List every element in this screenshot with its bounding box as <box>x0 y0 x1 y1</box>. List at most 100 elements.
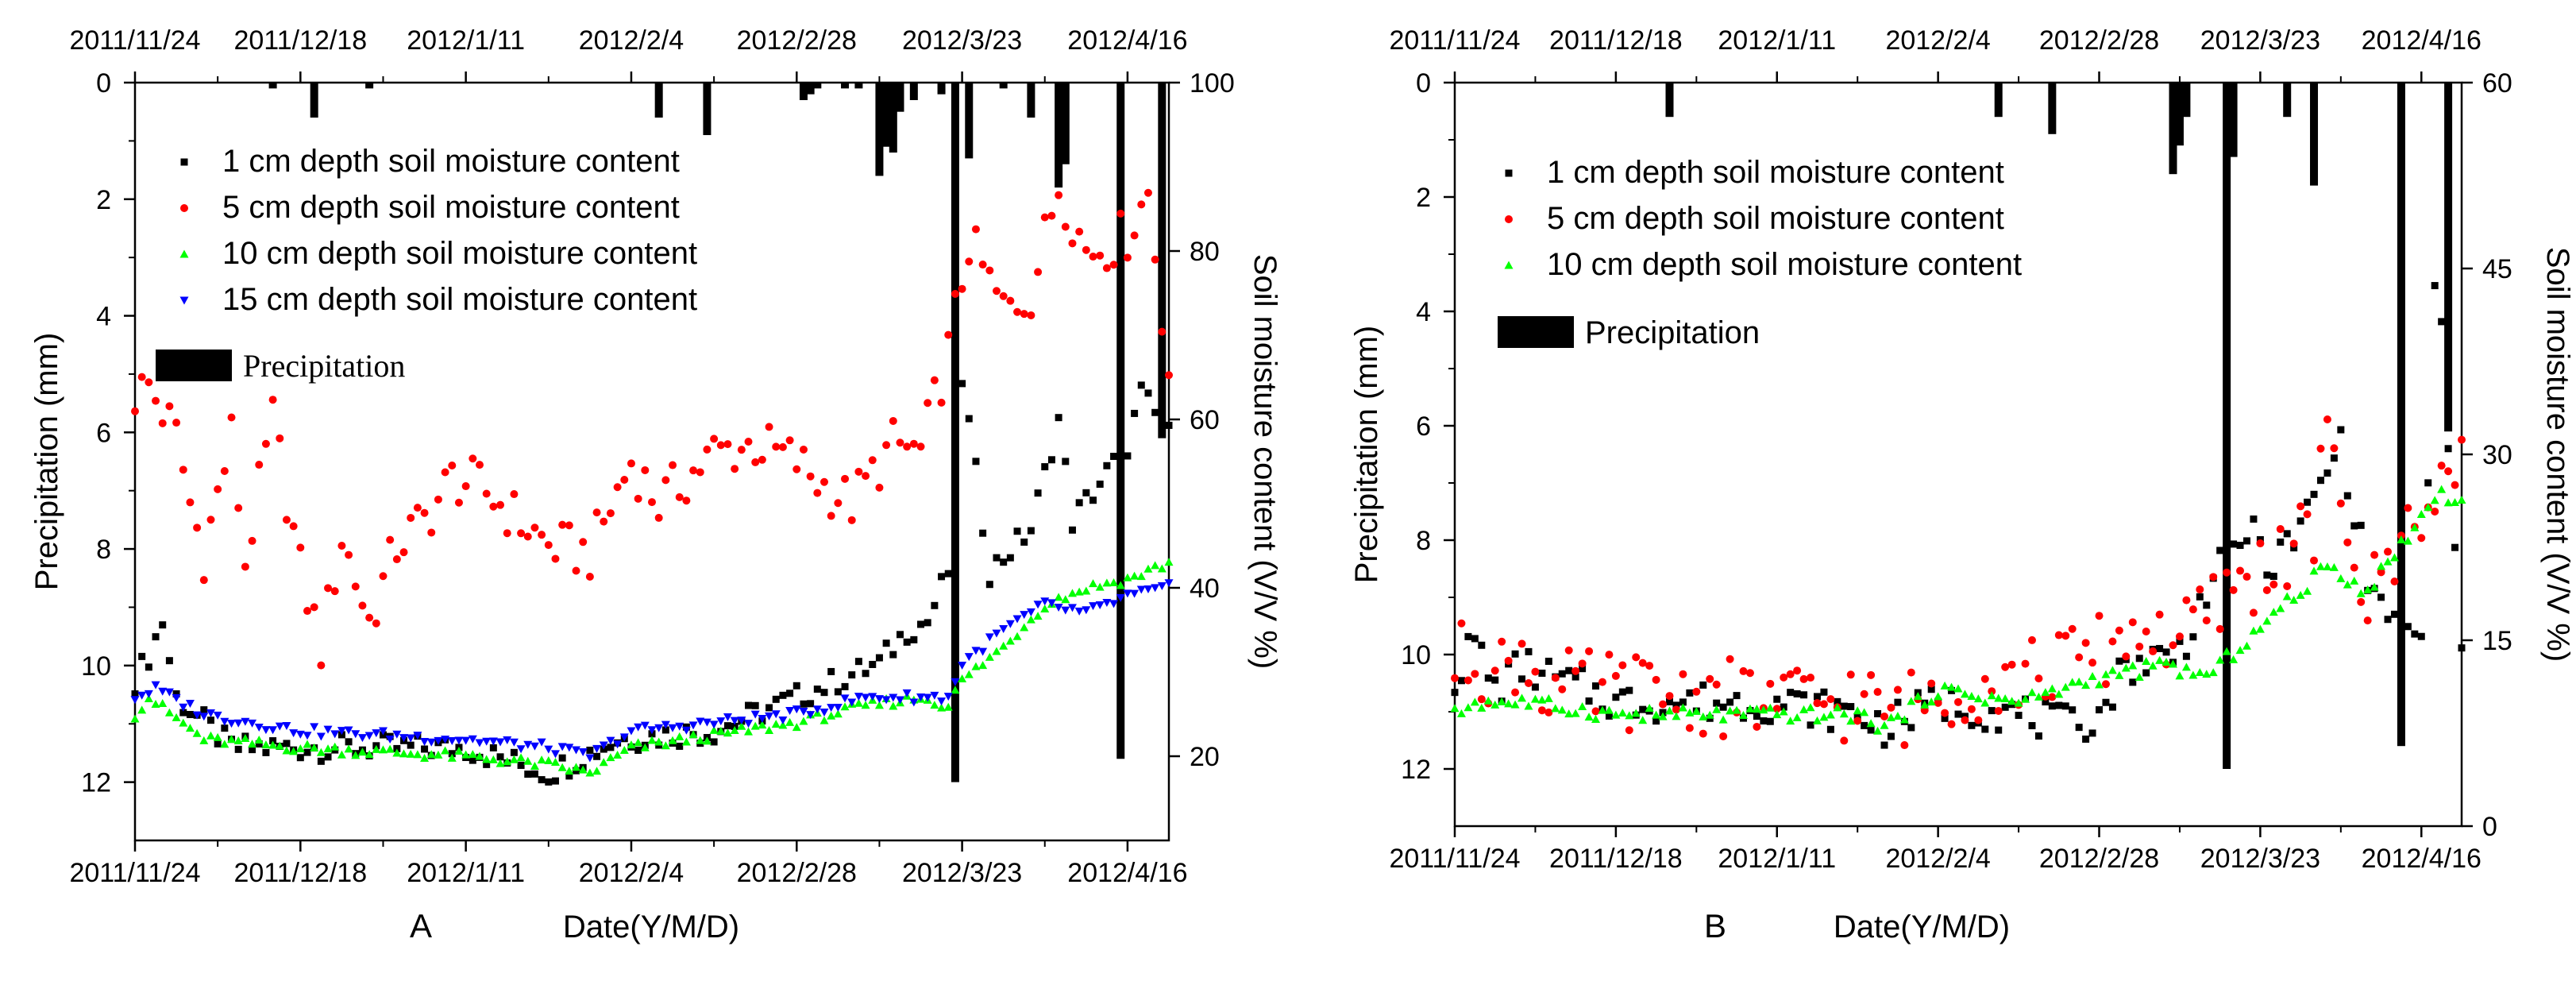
data-point <box>993 287 1001 296</box>
data-point <box>1020 310 1028 319</box>
data-point <box>295 730 305 739</box>
data-point <box>943 702 953 711</box>
data-point <box>530 762 539 771</box>
precip-bar <box>2444 83 2453 432</box>
data-point <box>978 647 988 656</box>
data-point <box>827 704 836 713</box>
data-point <box>971 662 981 670</box>
data-point <box>1840 702 1848 710</box>
data-point <box>1745 704 1755 713</box>
data-point <box>469 756 476 764</box>
data-point <box>613 751 623 759</box>
data-point <box>152 396 160 405</box>
data-point <box>144 694 153 703</box>
panel-a-x-axis-title: Date(Y/M/D) <box>563 910 739 944</box>
data-point <box>840 702 850 711</box>
data-point <box>1013 307 1022 316</box>
data-point <box>192 728 202 737</box>
data-point <box>1531 683 1539 691</box>
legend-label: 10 cm depth soil moisture content <box>222 236 697 271</box>
data-point <box>930 376 939 384</box>
data-point <box>1578 702 1587 711</box>
data-point <box>2276 604 2285 612</box>
data-point <box>833 709 843 718</box>
data-point <box>1074 587 1084 596</box>
data-point <box>1699 681 1707 689</box>
data-point <box>634 747 642 755</box>
data-point <box>1585 697 1593 705</box>
data-point <box>751 458 760 466</box>
data-point <box>1800 691 1808 699</box>
data-point <box>337 727 346 736</box>
data-point <box>2054 690 2064 698</box>
data-point <box>985 652 994 661</box>
data-point <box>1102 578 1112 587</box>
data-point <box>2102 698 2110 706</box>
data-point <box>1456 709 1466 717</box>
data-point <box>447 753 457 762</box>
y2-axis-title: Soil moisture content (V/V %) <box>2540 247 2575 662</box>
data-point <box>2390 577 2399 586</box>
x-tick-label-top: 2012/3/23 <box>2200 25 2320 56</box>
data-point <box>2269 580 2278 589</box>
data-point <box>2458 435 2466 444</box>
data-point <box>1116 440 1124 448</box>
data-point <box>812 705 822 714</box>
x-tick-label-top: 2012/1/11 <box>1718 25 1836 56</box>
legend-marker <box>179 296 189 305</box>
data-point <box>827 667 835 675</box>
data-point <box>1926 697 1936 706</box>
data-point <box>688 730 698 739</box>
data-point <box>750 721 760 730</box>
data-point <box>137 373 146 381</box>
data-point <box>1934 698 1942 707</box>
data-point <box>1478 641 1486 649</box>
data-point <box>2283 581 2292 590</box>
y-tick-label: 10 <box>81 651 111 682</box>
data-point <box>847 516 856 524</box>
data-point <box>917 620 925 628</box>
data-point <box>1040 213 1049 222</box>
data-point <box>1143 188 1152 197</box>
data-point <box>2034 732 2042 740</box>
data-point <box>903 638 911 646</box>
data-point <box>2095 612 2104 620</box>
data-point <box>2055 701 2063 709</box>
precip-bar <box>854 83 863 89</box>
y-tick-label: 8 <box>96 535 111 565</box>
data-point <box>841 474 850 483</box>
data-point <box>144 690 153 698</box>
data-point <box>2350 576 2359 585</box>
data-point <box>1967 691 1976 700</box>
data-point <box>889 701 898 710</box>
data-point <box>1102 598 1112 607</box>
data-point <box>1557 705 1567 714</box>
data-point <box>1867 726 1875 734</box>
data-point <box>1612 693 1620 701</box>
data-point <box>1165 371 1173 380</box>
data-point <box>2336 499 2345 508</box>
data-point <box>545 778 553 786</box>
data-point <box>1477 703 1487 712</box>
data-point <box>2203 601 2211 609</box>
data-point <box>454 736 464 745</box>
data-point <box>592 508 601 517</box>
data-point <box>262 748 270 756</box>
x-tick-label: 2012/4/16 <box>2362 844 2482 874</box>
data-point <box>1579 665 1587 673</box>
data-point <box>2148 661 2158 670</box>
data-point <box>1840 736 1849 745</box>
precip-bar <box>806 83 815 95</box>
data-point <box>1659 700 1668 709</box>
data-point <box>1907 668 1915 677</box>
data-point <box>488 737 498 746</box>
data-point <box>869 660 877 668</box>
data-point <box>489 744 497 751</box>
data-point <box>1504 699 1514 708</box>
data-point <box>213 732 222 741</box>
data-point <box>468 750 477 759</box>
data-point <box>1457 677 1465 685</box>
data-point <box>1451 689 1459 697</box>
data-point <box>1732 705 1741 714</box>
